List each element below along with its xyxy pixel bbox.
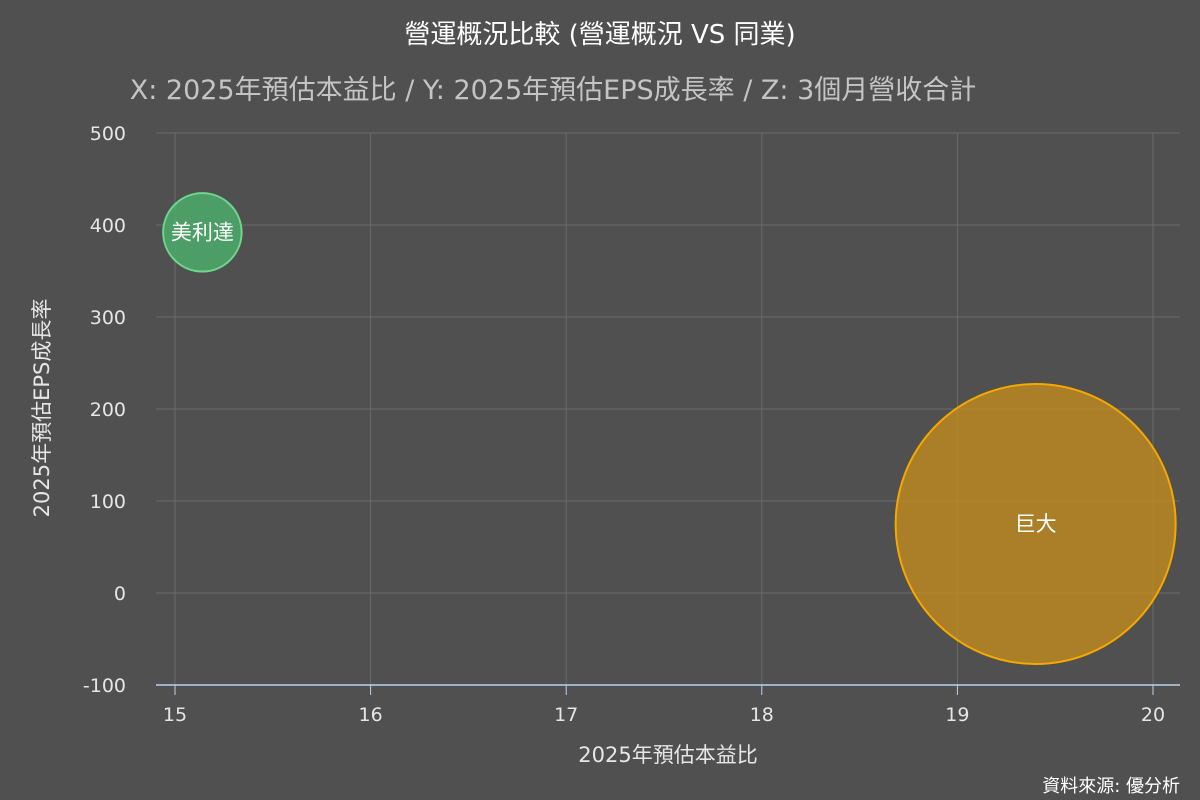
x-tick-label: 20 (1141, 704, 1165, 726)
bubble-data-label: 巨大 (1015, 512, 1057, 536)
bubble-point (162, 192, 243, 273)
y-tick-label: 0 (114, 583, 126, 605)
x-tick-label: 15 (163, 704, 187, 726)
y-axis-title: 2025年預估EPS成長率 (30, 299, 54, 518)
y-tick-label: 300 (90, 307, 126, 329)
x-tick-label: 18 (750, 704, 774, 726)
x-axis-title: 2025年預估本益比 (578, 743, 757, 767)
credits-text: 資料來源: 優分析 (1042, 776, 1180, 797)
grid-layer (156, 132, 1180, 685)
y-tick-label: 500 (90, 123, 126, 145)
chart-subtitle: X: 2025年預估本益比 / Y: 2025年預估EPS成長率 / Z: 3個… (130, 75, 977, 106)
y-tick-label: 100 (90, 491, 126, 513)
tick-layer: -100 0 100 200 300 400 500 15 16 17 18 19 20 (83, 123, 1165, 726)
y-tick-label: 200 (90, 399, 126, 421)
bubble-point (894, 383, 1177, 665)
bubble-data-label: 美利達 (171, 220, 234, 244)
x-tick-label: 19 (945, 704, 969, 726)
chart-title: 營運概況比較 (營運概況 VS 同業) (404, 20, 795, 50)
x-tick-label: 16 (359, 704, 383, 726)
y-tick-label: -100 (83, 675, 126, 697)
y-tick-label: 400 (90, 215, 126, 237)
x-tick-label: 17 (554, 704, 578, 726)
